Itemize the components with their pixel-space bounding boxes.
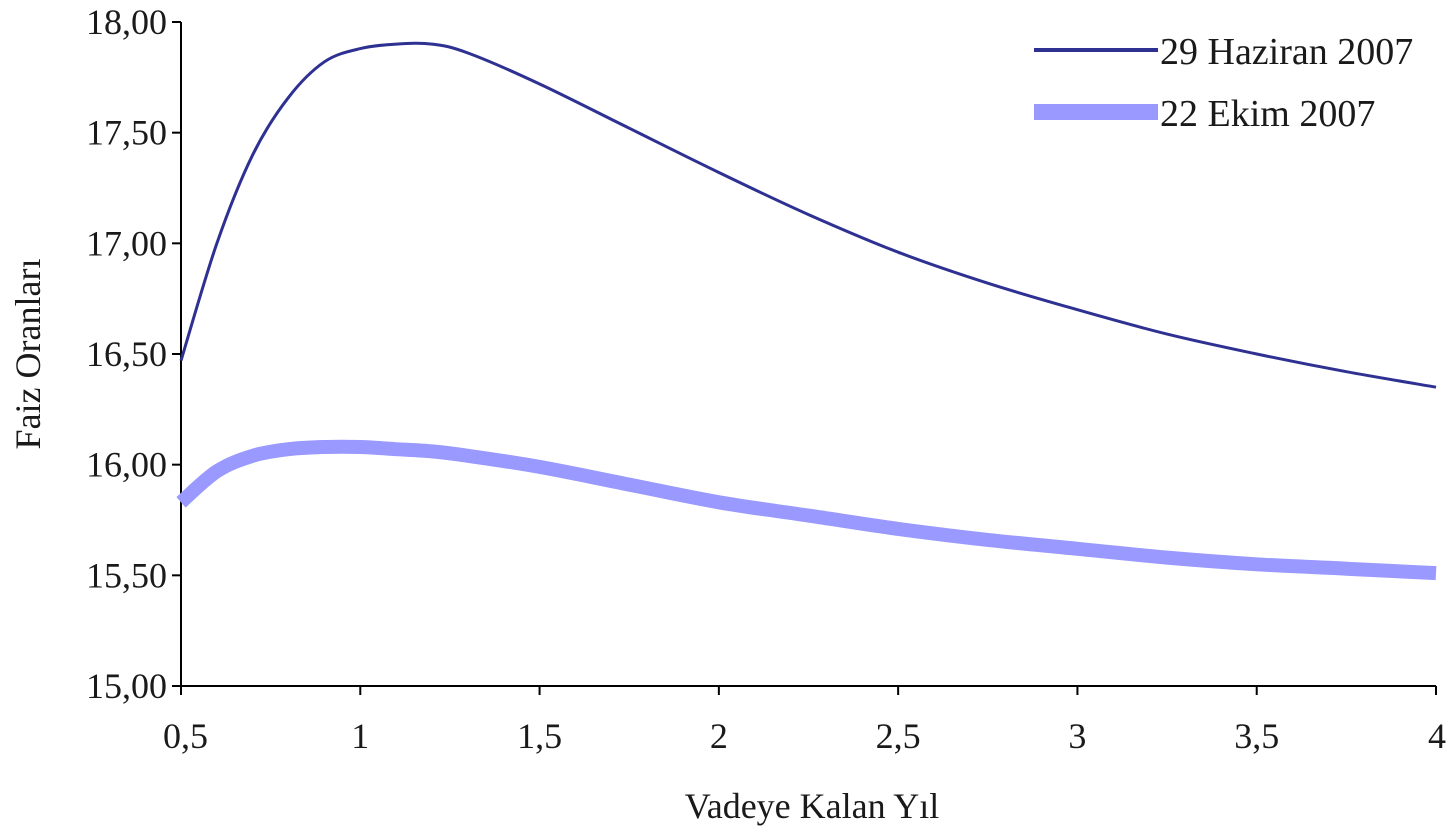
y-tick-label: 15,00	[86, 666, 167, 706]
x-tick-label: 4	[1428, 716, 1446, 756]
series-line-1	[179, 41, 1437, 389]
series-line-2	[176, 439, 1437, 581]
y-tick-label: 17,00	[86, 223, 167, 263]
y-tick-label: 16,00	[86, 445, 167, 485]
x-tick-label: 0,5	[163, 716, 208, 756]
x-tick-label: 3	[1068, 716, 1086, 756]
x-tick-label: 1,5	[517, 716, 562, 756]
legend: 29 Haziran 2007 22 Ekim 2007	[1034, 31, 1413, 135]
series-layer	[176, 41, 1437, 581]
x-ticks: 0,5 1 1,5 2 2,5 3 3,5 4	[163, 686, 1446, 756]
x-tick-label: 2	[710, 716, 728, 756]
y-tick-label: 17,50	[86, 113, 167, 153]
y-tick-label: 18,00	[86, 2, 167, 42]
y-tick-label: 16,50	[86, 334, 167, 374]
legend-label-2: 22 Ekim 2007	[1160, 93, 1375, 135]
legend-label-1: 29 Haziran 2007	[1160, 31, 1413, 73]
x-tick-label: 3,5	[1234, 716, 1279, 756]
x-tick-label: 2,5	[876, 716, 921, 756]
x-tick-label: 1	[351, 716, 369, 756]
y-ticks: 15,00 15,50 16,00 16,50 17,00 17,50 18,00	[86, 2, 181, 706]
y-axis-title: Faiz Oranları	[8, 259, 48, 450]
y-tick-label: 15,50	[86, 555, 167, 595]
x-axis-title: Vadeye Kalan Yıl	[685, 786, 940, 826]
